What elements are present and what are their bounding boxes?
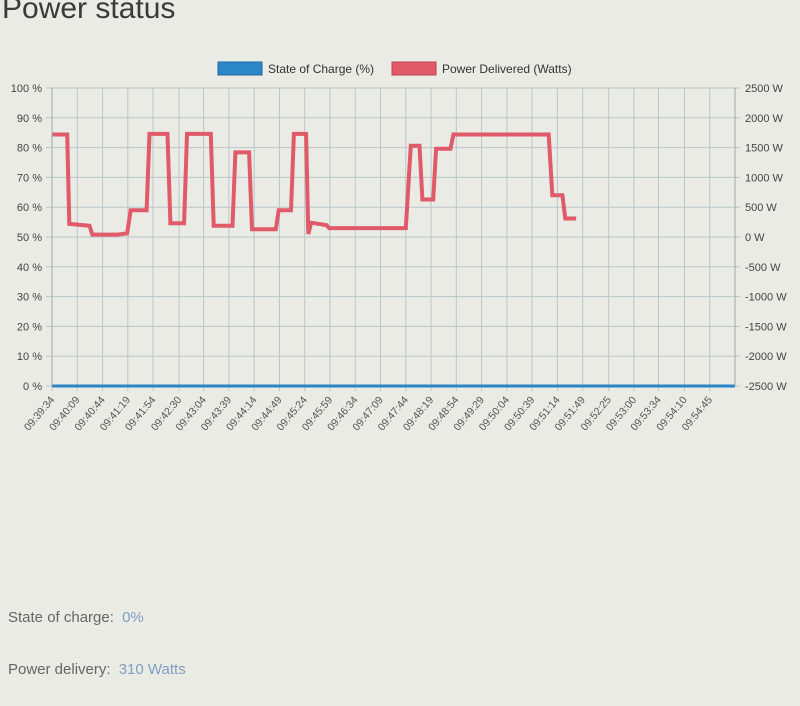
power-delivery-label: Power delivery: xyxy=(8,661,111,678)
power-delivery-status: Power delivery: 310 Watts xyxy=(8,661,186,678)
y-right-tick-label: -500 W xyxy=(745,262,781,274)
y-right-tick-label: -1000 W xyxy=(745,292,787,304)
state-of-charge-status: State of charge: 0% xyxy=(8,609,144,626)
y-left-tick-label: 40 % xyxy=(17,262,42,274)
page-title: Power status xyxy=(2,0,176,25)
y-right-tick-label: 1500 W xyxy=(745,143,784,155)
y-left-tick-label: 30 % xyxy=(17,292,42,304)
legend-swatch-power-delivered xyxy=(391,61,437,76)
y-right-tick-label: 1000 W xyxy=(745,172,784,184)
y-right-tick-label: -1500 W xyxy=(745,321,787,333)
legend-swatch-state-of-charge xyxy=(217,61,263,76)
state-of-charge-value: 0% xyxy=(122,609,144,626)
y-left-tick-label: 0 % xyxy=(23,381,42,393)
power-chart: State of Charge (%) Power Delivered (Watt… xyxy=(11,61,787,433)
y-left-tick-label: 80 % xyxy=(17,143,42,155)
y-left-tick-label: 60 % xyxy=(17,202,42,214)
y-right-tick-label: 2000 W xyxy=(745,113,784,125)
chart-axes: 100 % 90 % 80 % 70 % 60 % 50 % 40 % 30 % 20 % 10 … xyxy=(11,83,787,433)
y-right-tick-label: -2000 W xyxy=(745,351,787,363)
legend-label-power-delivered: Power Delivered (Watts) xyxy=(442,62,572,76)
y-left-tick-label: 20 % xyxy=(17,321,42,333)
chart-legend: State of Charge (%) Power Delivered (Watt… xyxy=(217,61,572,76)
y-left-tick-label: 10 % xyxy=(17,351,42,363)
y-left-tick-label: 70 % xyxy=(17,172,42,184)
y-right-tick-label: 2500 W xyxy=(745,83,784,95)
chart-lines xyxy=(52,131,735,388)
power-delivery-value: 310 Watts xyxy=(118,661,186,678)
y-right-tick-label: 500 W xyxy=(745,202,777,214)
y-left-tick-label: 100 % xyxy=(11,83,42,95)
y-right-tick-label: -2500 W xyxy=(745,381,787,393)
state-of-charge-label: State of charge: xyxy=(8,609,114,626)
y-left-tick-label: 90 % xyxy=(17,113,42,125)
series-line-power-delivered xyxy=(52,131,577,237)
y-right-tick-label: 0 W xyxy=(745,232,765,244)
y-left-tick-label: 50 % xyxy=(17,232,42,244)
legend-label-state-of-charge: State of Charge (%) xyxy=(268,62,374,76)
